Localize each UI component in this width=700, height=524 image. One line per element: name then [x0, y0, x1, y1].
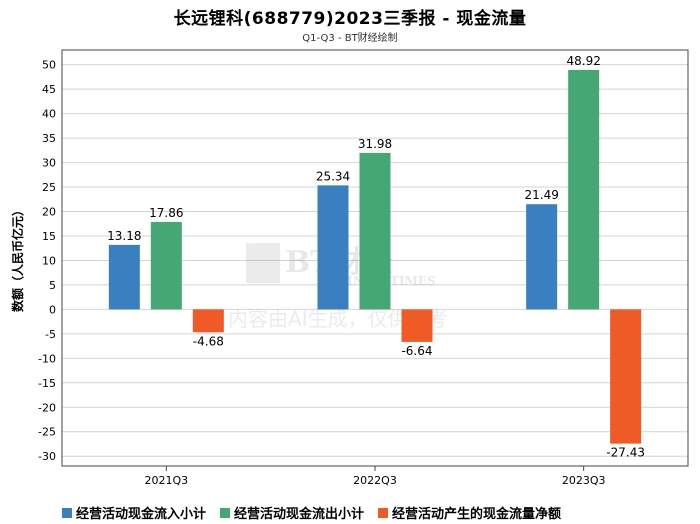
x-tick-label: 2022Q3: [353, 474, 397, 487]
bar-2021Q3-series-1: [150, 221, 182, 310]
y-tick-label: 50: [42, 59, 56, 72]
bars: [108, 69, 642, 444]
y-tick-label: 45: [42, 83, 56, 96]
y-tick-label: -10: [38, 352, 56, 365]
watermark-logo-mark: [246, 243, 280, 283]
y-axis-label: 数额（人民币亿元）: [10, 204, 25, 312]
y-tick-label: 20: [42, 206, 56, 219]
legend-label-outflow: 经营活动现金流出小计: [234, 507, 365, 522]
legend-item-inflow: 经营活动现金流入小计: [62, 503, 206, 522]
y-tick-label: 0: [49, 303, 56, 316]
chart-subtitle: Q1-Q3 - BT财经绘制: [302, 33, 398, 44]
data-label: -6.64: [401, 344, 432, 358]
y-tick-label: 10: [42, 254, 56, 267]
y-tick-label: -15: [38, 377, 56, 390]
legend-swatch-outflow: [220, 507, 231, 518]
y-tick-label: 40: [42, 108, 56, 121]
legend-swatch-inflow: [62, 507, 72, 518]
bar-2023Q3-series-1: [568, 69, 600, 310]
y-tick-label: 15: [42, 230, 56, 243]
legend: 经营活动现金流入小计 经营活动现金流出小计 经营活动产生的现金流量净额: [62, 503, 561, 522]
bar-2021Q3-series-0: [108, 244, 140, 310]
x-tick-labels: 2021Q3 2022Q3 2023Q3: [145, 466, 606, 487]
data-label: 21.49: [524, 188, 558, 202]
bar-2022Q3-series-0: [317, 185, 349, 310]
data-label: 31.98: [358, 137, 392, 151]
y-tick-label: -25: [38, 426, 56, 439]
legend-label-net: 经营活动产生的现金流量净额: [392, 507, 562, 522]
y-tick-label: 5: [49, 279, 56, 292]
x-tick-label: 2023Q3: [562, 474, 606, 487]
data-label: 17.86: [149, 206, 183, 220]
bar-2022Q3-series-1: [359, 152, 391, 310]
legend-item-outflow: 经营活动现金流出小计: [220, 503, 364, 522]
y-tick-label: -5: [45, 328, 56, 341]
y-tick-label: 35: [42, 132, 56, 145]
x-tick-label: 2021Q3: [145, 474, 189, 487]
data-label: 13.18: [107, 229, 141, 243]
y-tick-label: 25: [42, 181, 56, 194]
plot-frame: [61, 49, 689, 467]
y-tick-label: -20: [38, 401, 56, 414]
legend-item-net: 经营活动产生的现金流量净额: [378, 503, 561, 522]
data-label: 48.92: [566, 54, 600, 68]
bar-2023Q3-series-2: [610, 309, 642, 444]
y-tick-label: 30: [42, 157, 56, 170]
bar-2021Q3-series-2: [192, 309, 224, 333]
y-tick-label: -30: [38, 450, 56, 463]
data-labels: 13.18 17.86 -4.68 25.34 31.98 -6.64 21.49 48.92…: [107, 54, 645, 460]
chart-title: 长远锂科(688779)2023三季报 - 现金流量: [173, 9, 527, 29]
bar-2023Q3-series-0: [526, 204, 558, 310]
data-label: 25.34: [316, 169, 350, 183]
data-label: -4.68: [193, 334, 224, 348]
bar-2022Q3-series-2: [401, 309, 433, 342]
data-label: -27.43: [606, 446, 645, 460]
legend-label-inflow: 经营活动现金流入小计: [76, 507, 207, 522]
legend-swatch-net: [378, 507, 389, 518]
